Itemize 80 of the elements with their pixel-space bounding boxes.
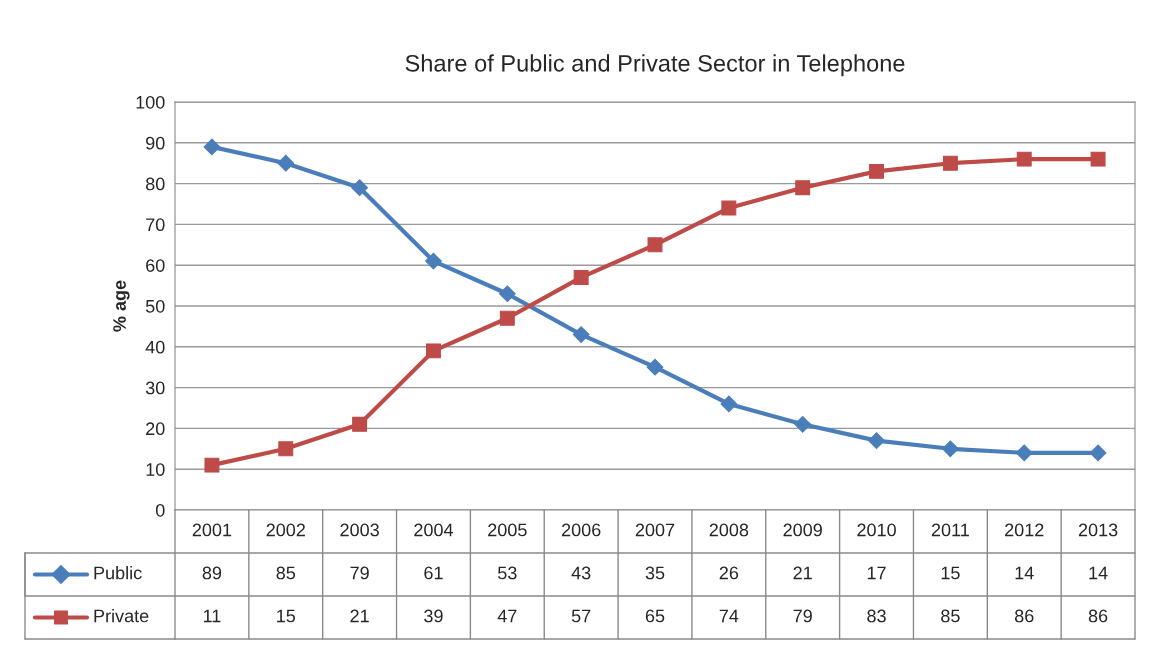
point xyxy=(572,326,590,343)
x-tick-label: 2011 xyxy=(931,523,969,537)
y-tick-label: 100 xyxy=(136,95,165,109)
data-label: 65 xyxy=(645,609,665,623)
x-tick-label: 2013 xyxy=(1078,523,1118,537)
y-tick-label: 30 xyxy=(145,381,165,395)
point xyxy=(646,358,664,376)
y-tick-label: 80 xyxy=(145,177,165,191)
data-label: 85 xyxy=(276,566,296,580)
data-label: 61 xyxy=(424,566,443,580)
data-label: 17 xyxy=(867,566,886,580)
y-tick-label: 10 xyxy=(146,463,165,476)
data-label: 53 xyxy=(497,566,517,580)
data-label: 15 xyxy=(941,566,960,580)
data-label: 39 xyxy=(424,609,443,623)
point xyxy=(720,395,738,413)
x-tick-label: 2005 xyxy=(488,523,527,537)
point xyxy=(425,252,442,270)
point xyxy=(942,440,959,458)
data-label: 21 xyxy=(793,566,812,580)
data-label: 21 xyxy=(350,609,369,623)
x-tick-label: 2002 xyxy=(266,523,305,537)
point xyxy=(204,457,220,473)
x-tick-label: 2010 xyxy=(857,523,896,537)
y-tick-label: 40 xyxy=(145,340,165,354)
y-tick-label: 90 xyxy=(146,136,165,150)
point xyxy=(203,138,221,156)
y-tick-label: 50 xyxy=(145,299,165,313)
data-label: 35 xyxy=(645,566,665,580)
point xyxy=(1089,444,1107,462)
data-label: 83 xyxy=(867,609,886,623)
x-tick-label: 2008 xyxy=(709,523,749,537)
point xyxy=(794,415,812,433)
point xyxy=(1016,151,1032,167)
point xyxy=(352,416,368,432)
legend-label: Public xyxy=(94,566,142,580)
point xyxy=(499,310,515,326)
chart-title: Share of Public and Private Sector in Telephone xyxy=(405,54,905,77)
data-label: 26 xyxy=(719,566,739,580)
data-label: 11 xyxy=(203,609,221,623)
point xyxy=(426,343,441,359)
point xyxy=(795,180,811,196)
y-tick-label: 20 xyxy=(146,422,165,436)
point xyxy=(868,432,885,450)
point xyxy=(1015,444,1033,462)
point xyxy=(277,154,295,172)
data-label: 85 xyxy=(941,609,960,623)
data-label: 57 xyxy=(571,609,591,623)
x-tick-label: 2009 xyxy=(783,523,822,537)
data-label: 43 xyxy=(571,566,591,580)
x-tick-label: 2006 xyxy=(561,523,601,537)
x-tick-label: 2007 xyxy=(635,523,675,537)
y-tick-label: 70 xyxy=(146,218,165,232)
point xyxy=(278,441,294,457)
x-tick-label: 2012 xyxy=(1005,523,1044,537)
x-tick-label: 2001 xyxy=(192,523,232,537)
point xyxy=(1090,151,1106,167)
point xyxy=(498,285,516,303)
data-label: 74 xyxy=(719,609,739,623)
data-label: 14 xyxy=(1015,566,1034,580)
point xyxy=(351,179,368,197)
data-label: 79 xyxy=(350,566,369,580)
y-tick-label: 0 xyxy=(155,503,165,517)
point xyxy=(869,163,884,179)
data-label: 86 xyxy=(1088,609,1108,623)
legend-label: Private xyxy=(94,609,149,623)
point xyxy=(721,200,737,216)
x-tick-label: 2004 xyxy=(414,523,454,537)
data-label: 79 xyxy=(793,609,812,623)
point xyxy=(647,237,663,253)
point xyxy=(942,155,958,171)
y-axis-title: % age xyxy=(113,280,130,332)
data-label: 89 xyxy=(202,566,222,580)
data-label: 86 xyxy=(1014,609,1034,623)
data-label: 14 xyxy=(1089,566,1108,580)
point xyxy=(573,269,589,285)
data-label: 15 xyxy=(277,609,296,623)
y-tick-label: 60 xyxy=(146,259,165,272)
data-label: 47 xyxy=(497,609,517,623)
x-tick-label: 2003 xyxy=(340,523,379,537)
